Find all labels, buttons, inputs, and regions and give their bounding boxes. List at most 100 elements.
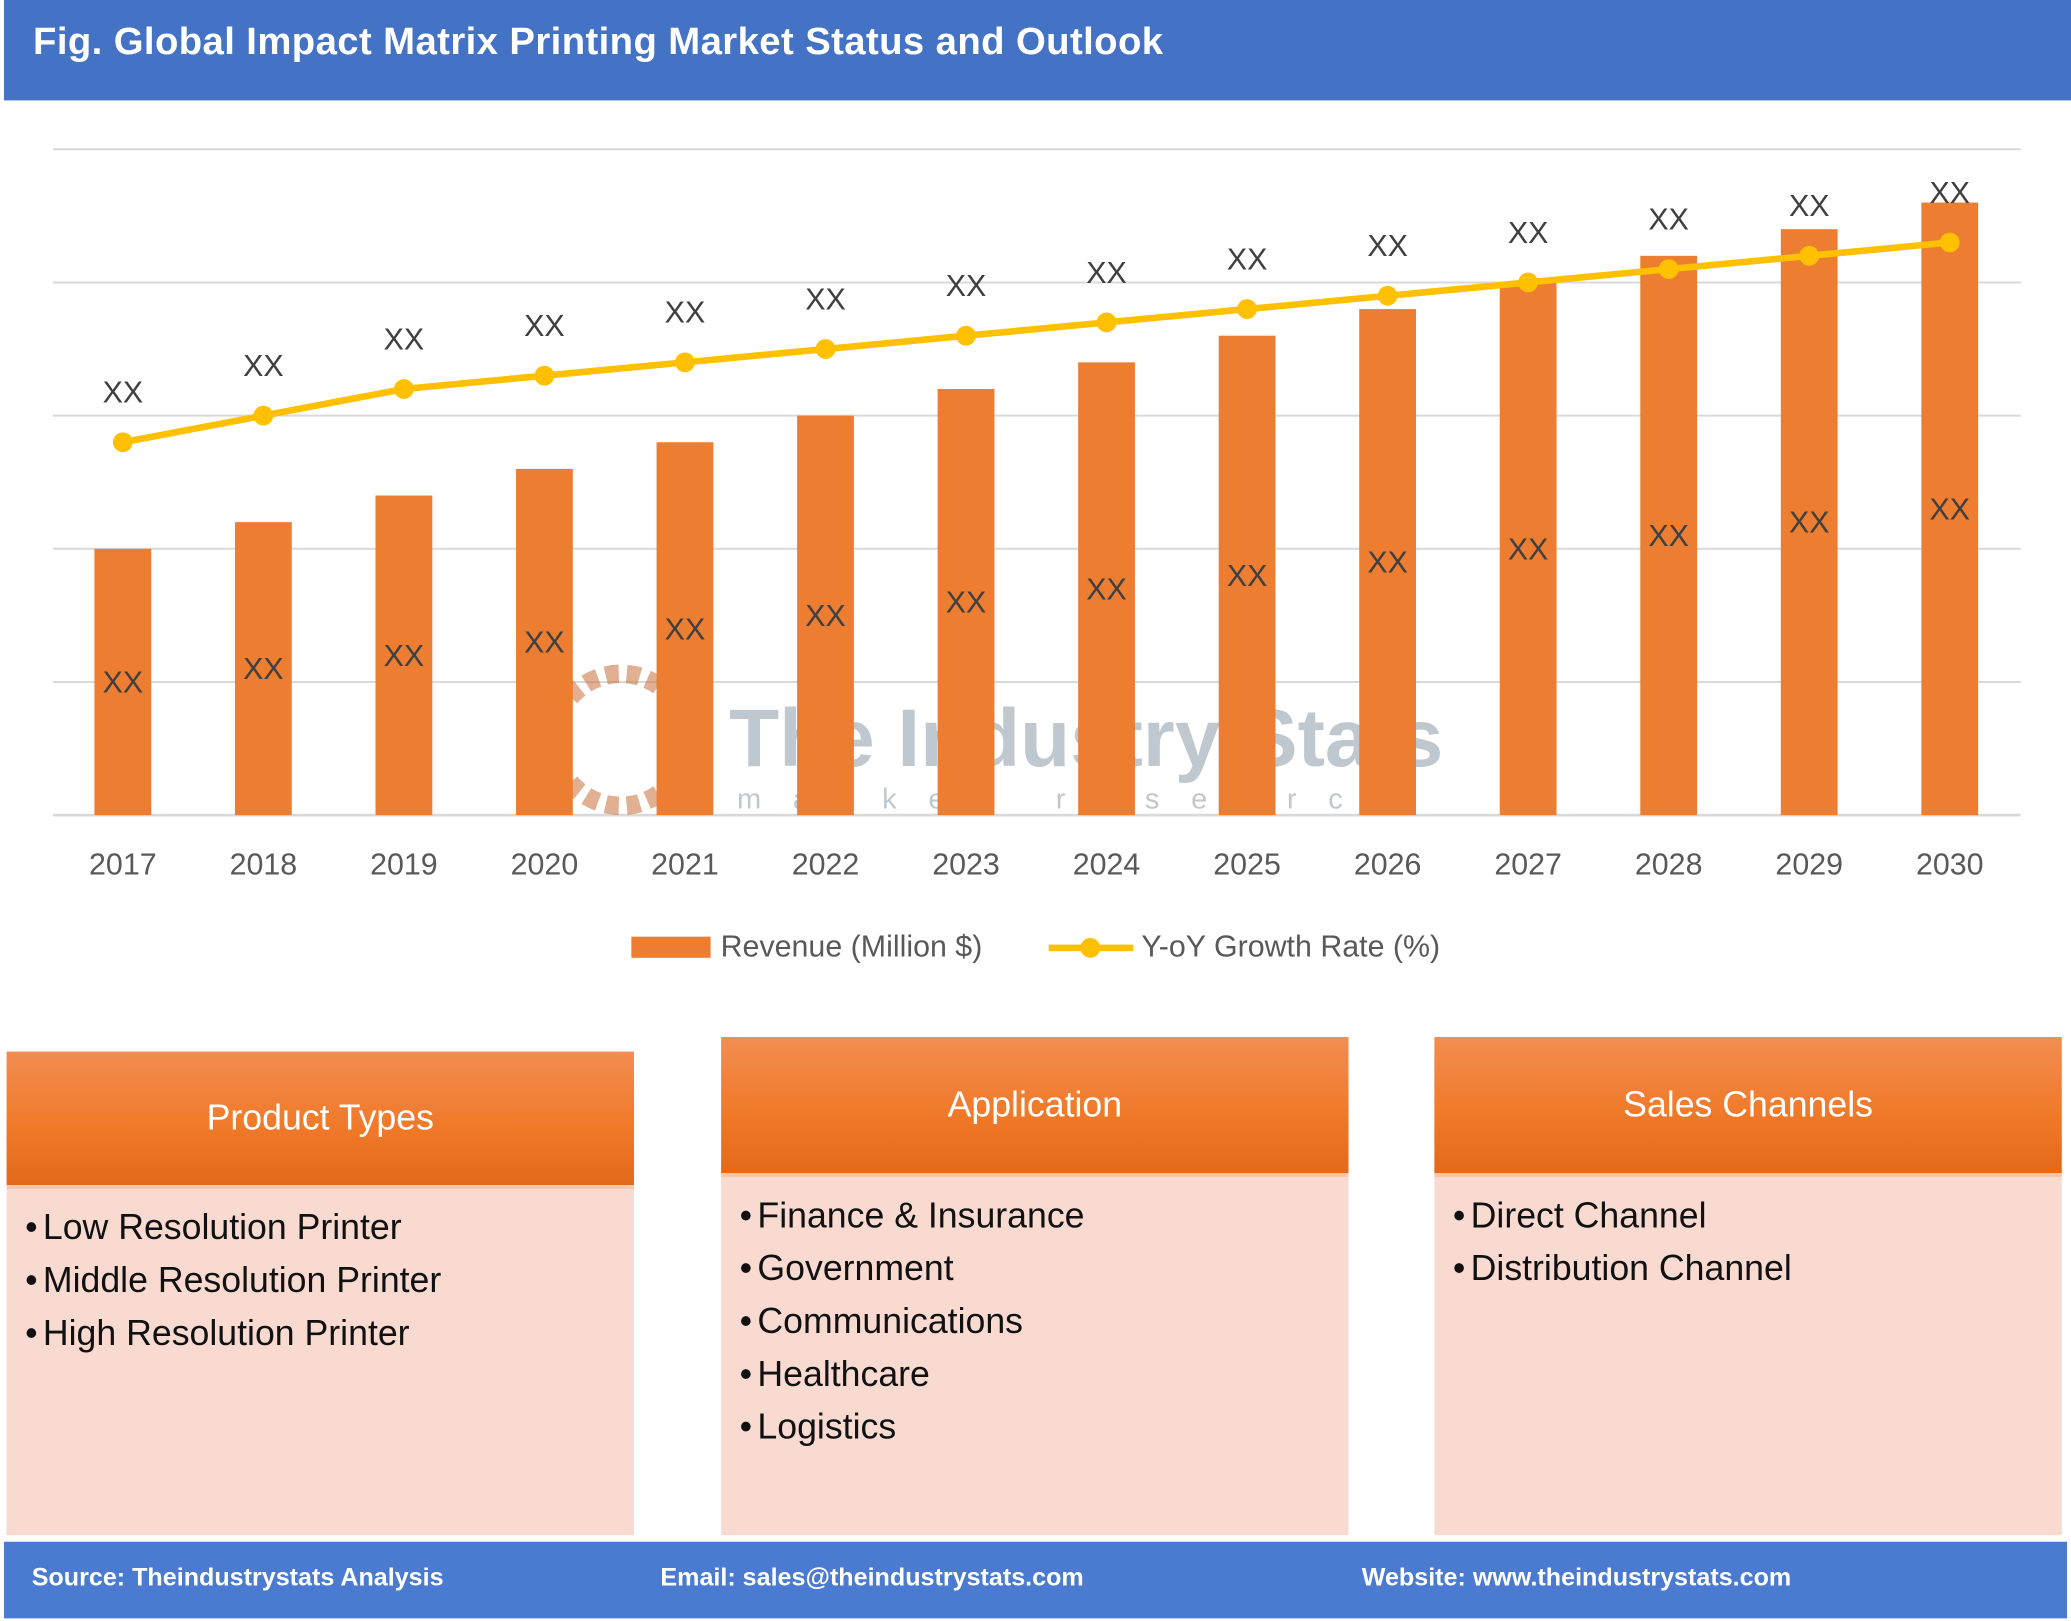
- x-tick-label: 2030: [1916, 848, 1984, 882]
- line-data-label: XX: [1929, 176, 1970, 210]
- x-tick-label: 2024: [1073, 848, 1141, 882]
- legend-bar-swatch: [630, 936, 711, 958]
- line-data-label: XX: [1789, 189, 1830, 223]
- growth-line: [122, 239, 1951, 446]
- line-data-label: XX: [665, 296, 706, 330]
- x-tick-label: 2020: [511, 848, 579, 882]
- bar-data-label: XX: [103, 666, 144, 700]
- line-data-label: XX: [1648, 202, 1689, 236]
- bar-data-label: XX: [1508, 532, 1549, 566]
- footer-website[interactable]: Website: www.theindustrystats.com: [1361, 1564, 1792, 1592]
- title-bar: Fig. Global Impact Matrix Printing Marke…: [3, 0, 2071, 101]
- growth-point-2020: [534, 365, 555, 386]
- x-tick-label: 2028: [1635, 848, 1703, 882]
- footer-email[interactable]: Email: sales@theindustrystats.com: [660, 1564, 1084, 1592]
- list-item: Government: [740, 1242, 1085, 1295]
- growth-point-2027: [1518, 272, 1539, 293]
- growth-point-2028: [1658, 259, 1679, 280]
- bar-2026: [1359, 309, 1417, 816]
- page-title: Fig. Global Impact Matrix Printing Marke…: [33, 21, 1164, 64]
- x-tick-label: 2019: [370, 848, 438, 882]
- x-tick-label: 2023: [932, 848, 1000, 882]
- bar-2023: [937, 388, 995, 816]
- bar-data-label: XX: [1086, 572, 1127, 606]
- bar-data-label: XX: [384, 639, 425, 673]
- list-item: Finance & Insurance: [740, 1189, 1084, 1242]
- legend-revenue: Revenue (Million $): [630, 928, 983, 965]
- bar-2019: [375, 495, 433, 816]
- bar-data-label: XX: [1789, 506, 1830, 540]
- application-box: Application Finance & Insurance Governme…: [721, 1037, 1349, 1536]
- line-data-label: XX: [243, 349, 284, 383]
- line-data-label: XX: [1227, 242, 1268, 276]
- line-data-label: XX: [946, 269, 987, 303]
- bar-data-label: XX: [1227, 559, 1268, 593]
- product-types-list: Low Resolution Printer Middle Resolution…: [25, 1201, 441, 1360]
- x-tick-label: 2027: [1494, 848, 1562, 882]
- bar-2017: [94, 548, 152, 816]
- growth-point-2021: [675, 352, 695, 373]
- list-item: Low Resolution Printer: [25, 1201, 441, 1254]
- list-item: Direct Channel: [1453, 1189, 1792, 1242]
- x-tick-label: 2026: [1354, 848, 1422, 882]
- bar-data-label: XX: [665, 612, 706, 646]
- growth-point-2022: [815, 339, 836, 359]
- x-tick-label: 2017: [89, 848, 157, 882]
- bar-2020: [516, 468, 573, 816]
- bar-2022: [797, 415, 854, 816]
- line-data-label: XX: [805, 282, 846, 316]
- bar-2030: [1921, 202, 1979, 816]
- bar-data-label: XX: [946, 586, 987, 620]
- bar-data-label: XX: [243, 652, 284, 686]
- list-item: High Resolution Printer: [25, 1307, 441, 1360]
- growth-point-2018: [253, 405, 274, 426]
- bar-2029: [1780, 229, 1838, 816]
- list-item: Communications: [740, 1295, 1085, 1348]
- bar-data-label: XX: [805, 599, 846, 633]
- growth-point-2026: [1377, 285, 1398, 306]
- growth-point-2017: [112, 432, 133, 453]
- list-item: Healthcare: [740, 1348, 1085, 1401]
- footer: Source: Theindustrystats Analysis Email:…: [3, 1541, 2068, 1619]
- legend-growth: Y-oY Growth Rate (%): [1048, 928, 1441, 965]
- list-item: Distribution Channel: [1453, 1242, 1792, 1295]
- footer-source: Source: Theindustrystats Analysis: [31, 1564, 444, 1592]
- product-types-box: Product Types Low Resolution Printer Mid…: [6, 1051, 634, 1536]
- line-data-label: XX: [1367, 229, 1408, 263]
- legend-label: Y-oY Growth Rate (%): [1141, 928, 1441, 964]
- application-list: Finance & Insurance Government Communica…: [740, 1189, 1085, 1453]
- bar-2027: [1499, 282, 1557, 816]
- line-data-label: XX: [524, 309, 565, 343]
- box-header: Application: [721, 1037, 1349, 1178]
- bar-data-label: XX: [1367, 546, 1408, 580]
- bar-data-label: XX: [1929, 492, 1970, 526]
- bar-data-label: XX: [524, 626, 565, 660]
- x-tick-label: 2021: [651, 848, 719, 882]
- line-data-label: XX: [103, 376, 144, 410]
- legend-label: Revenue (Million $): [720, 928, 983, 964]
- growth-point-2030: [1939, 232, 1960, 253]
- x-tick-label: 2018: [230, 848, 298, 882]
- line-data-label: XX: [1508, 216, 1549, 250]
- growth-point-2023: [956, 325, 976, 346]
- line-data-label: XX: [384, 322, 425, 356]
- x-tick-label: 2025: [1213, 848, 1281, 882]
- bar-2024: [1078, 362, 1135, 816]
- box-header: Product Types: [6, 1051, 634, 1189]
- growth-point-2024: [1096, 312, 1117, 333]
- sales-channels-list: Direct Channel Distribution Channel: [1453, 1189, 1792, 1295]
- x-tick-label: 2022: [792, 848, 860, 882]
- x-tick-label: 2029: [1775, 848, 1843, 882]
- bar-2021: [656, 442, 714, 816]
- growth-point-2025: [1237, 299, 1257, 319]
- sales-channels-box: Sales Channels Direct Channel Distributi…: [1434, 1037, 2062, 1536]
- chart: The Industry Stats market research 2017X…: [52, 148, 2021, 882]
- legend: Revenue (Million $) Y-oY Growth Rate (%): [0, 929, 2071, 965]
- bar-data-label: XX: [1648, 519, 1689, 553]
- growth-point-2019: [393, 379, 414, 399]
- bar-2028: [1640, 255, 1698, 816]
- list-item: Logistics: [740, 1400, 1085, 1453]
- box-header: Sales Channels: [1434, 1037, 2062, 1178]
- bar-2018: [234, 522, 292, 816]
- legend-line-swatch: [1048, 936, 1134, 958]
